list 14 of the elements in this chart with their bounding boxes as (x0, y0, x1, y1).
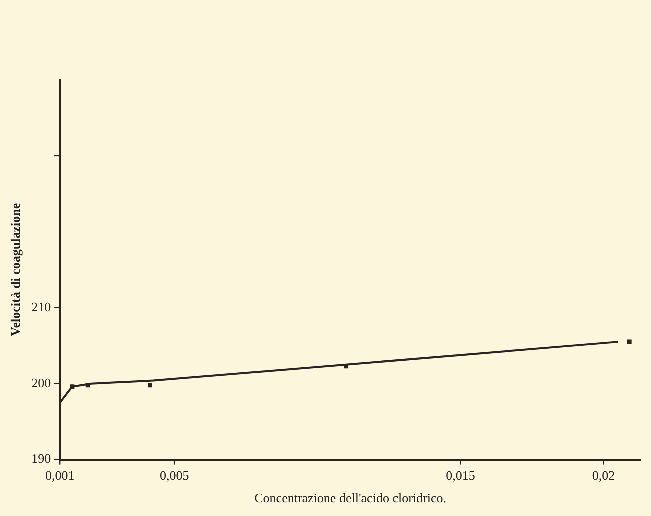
x-tick-label: 0,005 (160, 468, 190, 484)
x-axis-title: Concentrazione dell'acido cloridrico. (254, 490, 446, 506)
y-tick-label: 210 (32, 299, 52, 314)
point (148, 383, 153, 388)
x-tick-label: 0,02 (592, 468, 616, 484)
x-tick-label: 0,015 (446, 468, 476, 484)
point (627, 340, 632, 344)
point (86, 383, 90, 388)
y-axis-title: Velocità di coagulazione (8, 203, 24, 336)
y-tick-label: 190 (32, 451, 52, 466)
point (344, 364, 349, 369)
x-tick-label: 0,001 (45, 468, 75, 484)
point (70, 384, 75, 390)
y-tick-label: 200 (32, 375, 52, 390)
